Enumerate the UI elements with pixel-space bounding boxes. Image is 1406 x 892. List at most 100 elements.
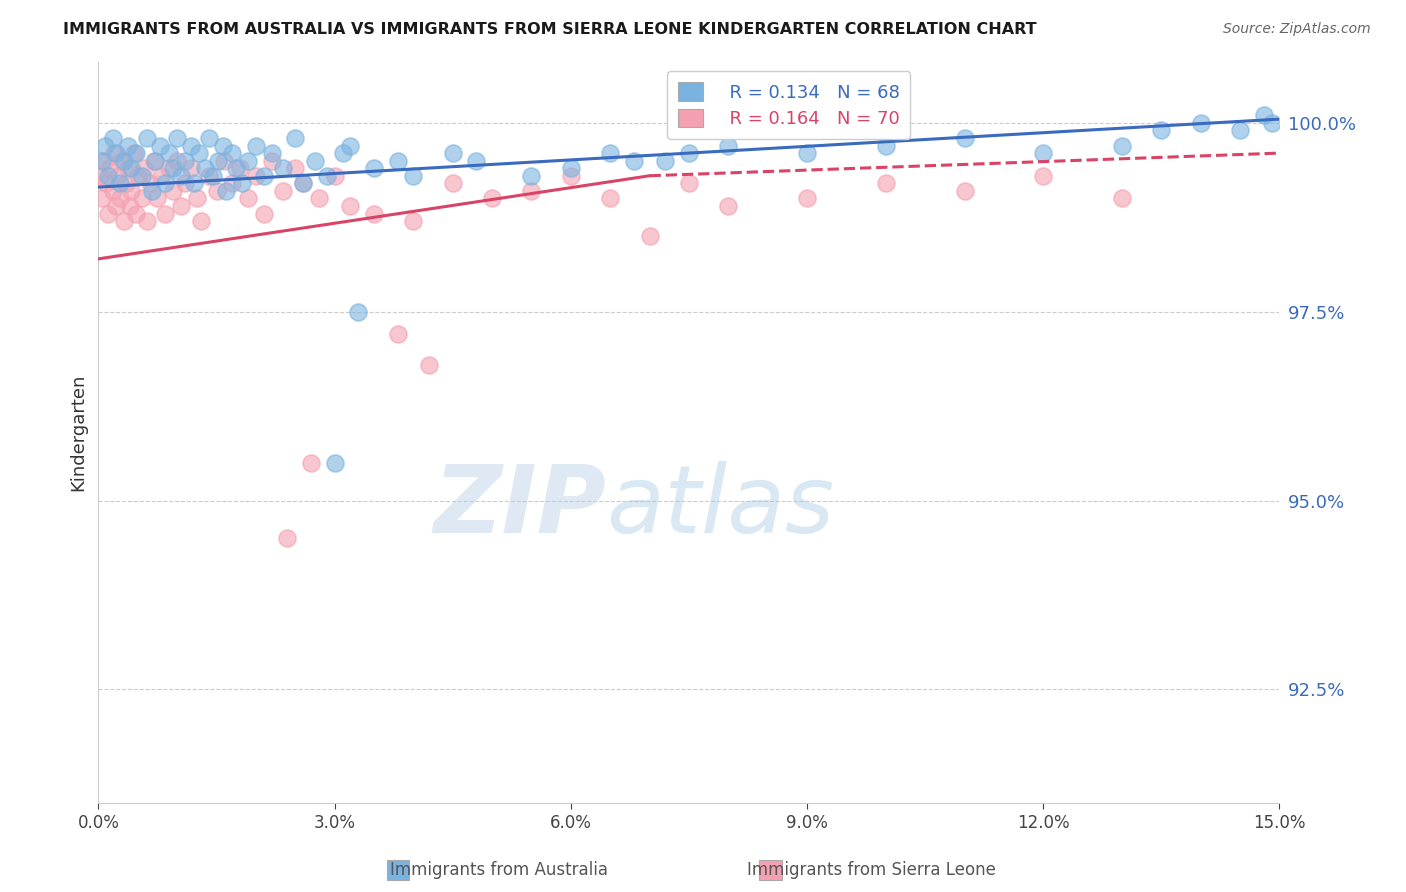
Point xyxy=(110,191,132,205)
Point xyxy=(599,191,621,205)
Point xyxy=(441,177,464,191)
Point xyxy=(89,169,111,183)
Point xyxy=(875,177,897,191)
Point xyxy=(118,199,141,213)
Point xyxy=(678,177,700,191)
Point xyxy=(125,206,148,220)
Point xyxy=(560,169,582,183)
Point xyxy=(441,146,464,161)
Point xyxy=(339,138,361,153)
Point xyxy=(197,169,219,183)
Point xyxy=(332,146,354,161)
Point xyxy=(166,131,188,145)
Point xyxy=(225,161,247,176)
Point xyxy=(363,206,385,220)
Point xyxy=(201,169,224,183)
Point xyxy=(221,146,243,161)
Point xyxy=(107,169,129,183)
Point xyxy=(170,199,193,213)
Point xyxy=(141,184,163,198)
Point xyxy=(402,214,425,228)
Point xyxy=(131,169,153,183)
Point xyxy=(953,131,976,145)
Point xyxy=(155,177,177,191)
Point xyxy=(418,358,440,372)
Point xyxy=(155,206,177,220)
Point xyxy=(363,161,385,176)
Point xyxy=(157,161,180,176)
Point xyxy=(717,138,740,153)
Point xyxy=(520,184,543,198)
Point xyxy=(146,191,169,205)
Point xyxy=(180,161,202,176)
Point xyxy=(112,153,135,168)
Text: atlas: atlas xyxy=(606,461,835,552)
Point xyxy=(143,153,166,168)
Point xyxy=(101,184,124,198)
Point xyxy=(253,206,276,220)
Text: IMMIGRANTS FROM AUSTRALIA VS IMMIGRANTS FROM SIERRA LEONE KINDERGARTEN CORRELATI: IMMIGRANTS FROM AUSTRALIA VS IMMIGRANTS … xyxy=(63,22,1036,37)
Y-axis label: Kindergarten: Kindergarten xyxy=(69,374,87,491)
Point xyxy=(347,304,370,318)
Point xyxy=(174,153,197,168)
Point xyxy=(323,169,346,183)
Point xyxy=(180,138,202,153)
Point xyxy=(308,191,330,205)
Point xyxy=(93,138,115,153)
Point xyxy=(197,131,219,145)
Point xyxy=(796,191,818,205)
Point xyxy=(387,327,409,342)
Text: Immigrants from Sierra Leone: Immigrants from Sierra Leone xyxy=(747,861,997,879)
Point xyxy=(315,169,337,183)
Point xyxy=(166,153,188,168)
Point xyxy=(104,199,127,213)
Point xyxy=(132,161,155,176)
Point xyxy=(292,177,315,191)
Point xyxy=(122,146,145,161)
Point xyxy=(214,153,236,168)
Point xyxy=(188,146,211,161)
Point xyxy=(1189,116,1212,130)
Point xyxy=(174,177,197,191)
Point xyxy=(162,161,184,176)
Point xyxy=(207,153,229,168)
Point xyxy=(150,169,173,183)
Text: Immigrants from Australia: Immigrants from Australia xyxy=(389,861,609,879)
Point xyxy=(260,153,283,168)
Point xyxy=(117,138,139,153)
Point xyxy=(98,161,121,176)
Point xyxy=(875,138,897,153)
Point xyxy=(796,146,818,161)
Point xyxy=(465,153,488,168)
Point xyxy=(253,169,276,183)
Point xyxy=(101,131,124,145)
Point xyxy=(97,169,120,183)
Point xyxy=(245,138,267,153)
Point xyxy=(229,161,252,176)
Point xyxy=(97,206,120,220)
Point xyxy=(236,191,259,205)
Point xyxy=(190,214,212,228)
Point xyxy=(186,191,208,205)
Point xyxy=(387,153,409,168)
Point xyxy=(125,146,148,161)
Point xyxy=(149,138,172,153)
Point xyxy=(91,153,114,168)
Point xyxy=(91,191,114,205)
Point xyxy=(103,146,125,161)
Point xyxy=(1032,146,1054,161)
Point xyxy=(678,146,700,161)
Point xyxy=(157,146,180,161)
Point xyxy=(215,184,238,198)
Point xyxy=(323,456,346,470)
Point xyxy=(112,214,135,228)
Point xyxy=(717,199,740,213)
Point xyxy=(121,184,143,198)
Point xyxy=(221,177,243,191)
Point xyxy=(299,456,322,470)
Point xyxy=(136,214,159,228)
Point xyxy=(339,199,361,213)
Point xyxy=(284,131,307,145)
Point xyxy=(136,131,159,145)
Point xyxy=(121,161,143,176)
